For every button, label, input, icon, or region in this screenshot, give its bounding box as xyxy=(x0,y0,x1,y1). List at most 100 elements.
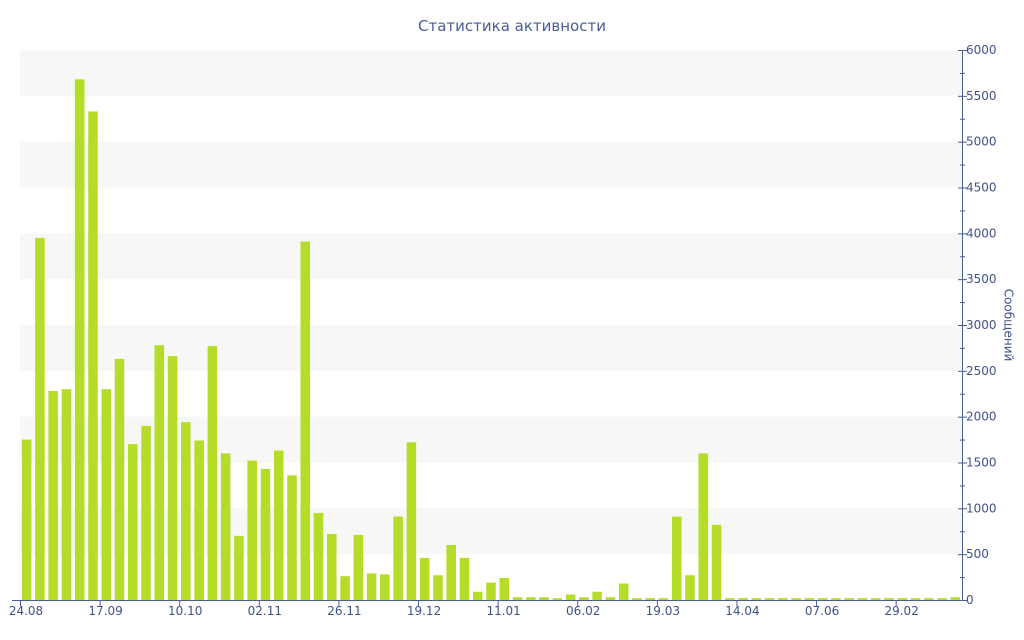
y-tick-label: 4500 xyxy=(966,181,997,195)
y-tick-label: 6000 xyxy=(966,43,997,57)
bar xyxy=(273,450,284,600)
bar xyxy=(817,598,828,600)
bar xyxy=(486,582,496,600)
bar xyxy=(738,598,748,600)
bar xyxy=(791,598,801,600)
bar xyxy=(831,598,841,600)
bar xyxy=(220,453,231,600)
bar xyxy=(340,576,350,600)
bar xyxy=(88,111,98,601)
y-tick-label: 3000 xyxy=(966,318,997,332)
bar xyxy=(61,389,72,600)
bar xyxy=(327,534,337,600)
bar xyxy=(910,598,921,600)
bar xyxy=(884,598,894,600)
bar xyxy=(48,391,58,600)
bar xyxy=(870,598,881,600)
bar xyxy=(579,597,589,600)
bar xyxy=(751,598,762,600)
x-tick-label: 14.04 xyxy=(725,604,759,618)
y-axis-title: Сообщений xyxy=(1002,289,1016,362)
x-tick-label: 19.12 xyxy=(407,604,441,618)
bar xyxy=(658,598,669,600)
bar xyxy=(565,594,576,600)
bar xyxy=(857,598,868,600)
bar xyxy=(393,516,403,600)
bar xyxy=(499,578,510,600)
y-ticks-group: 0 500 1000 1500 2000 2500 3000 3500 4000 4500 5000… xyxy=(958,43,997,607)
bar xyxy=(472,591,483,600)
bar xyxy=(645,598,655,600)
bar xyxy=(433,575,443,600)
bar xyxy=(552,598,563,600)
bar xyxy=(897,598,908,600)
bar xyxy=(632,598,642,600)
grid-band xyxy=(20,141,962,188)
bar xyxy=(685,575,695,600)
bar xyxy=(300,241,311,600)
bar xyxy=(618,583,629,600)
x-tick-label: 26.11 xyxy=(327,604,361,618)
bar xyxy=(764,598,775,600)
y-tick-label: 500 xyxy=(966,547,989,561)
y-tick-label: 1500 xyxy=(966,456,997,470)
grid-band xyxy=(20,50,962,96)
bar xyxy=(671,516,682,600)
bar xyxy=(924,598,934,600)
bar xyxy=(287,475,297,600)
x-tick-label: 11.01 xyxy=(486,604,520,618)
x-tick-label: 02.11 xyxy=(248,604,282,618)
bar xyxy=(207,346,218,600)
x-ticks-group: 24.08 17.09 10.10 02.11 26.11 19.12 11.01 06.02… xyxy=(9,600,919,618)
bar xyxy=(804,598,815,600)
bar xyxy=(35,237,45,601)
bar xyxy=(512,597,523,600)
bar xyxy=(353,534,364,600)
bar xyxy=(366,573,377,600)
x-tick-label: 06.02 xyxy=(566,604,600,618)
bar xyxy=(247,460,257,600)
bar xyxy=(459,557,470,600)
y-tick-label: 4000 xyxy=(966,226,997,240)
bar xyxy=(592,591,602,600)
bar xyxy=(406,442,417,600)
x-tick-label: 24.08 xyxy=(9,604,43,618)
y-tick-label: 0 xyxy=(966,593,974,607)
x-tick-label: 07.06 xyxy=(805,604,839,618)
bar xyxy=(101,389,112,600)
y-tick-label: 5000 xyxy=(966,135,997,149)
bar xyxy=(605,597,616,600)
chart-title: Статистика активности xyxy=(418,17,606,35)
bar xyxy=(380,574,390,600)
bar xyxy=(950,597,961,600)
bar xyxy=(167,356,178,600)
bar xyxy=(844,598,854,600)
x-tick-label: 29.02 xyxy=(884,604,918,618)
bar xyxy=(194,440,204,600)
bar xyxy=(181,422,191,600)
bar xyxy=(937,598,947,600)
bar xyxy=(114,358,125,600)
bar xyxy=(446,545,456,600)
grid-bands xyxy=(20,50,962,555)
y-tick-label: 3500 xyxy=(966,272,997,286)
bar xyxy=(711,524,722,600)
bar xyxy=(260,468,271,600)
bars-group xyxy=(21,79,961,601)
bar xyxy=(154,345,165,600)
bar xyxy=(419,557,430,600)
bar xyxy=(698,453,709,600)
bar xyxy=(141,425,151,600)
y-tick-label: 1000 xyxy=(966,501,997,515)
bar xyxy=(234,535,244,600)
y-tick-label: 2500 xyxy=(966,364,997,378)
bar xyxy=(539,597,549,600)
x-tick-label: 10.10 xyxy=(168,604,202,618)
bar xyxy=(313,512,324,600)
bar xyxy=(725,598,735,600)
bar xyxy=(21,439,32,600)
bar xyxy=(74,79,85,600)
x-tick-label: 19.03 xyxy=(646,604,680,618)
